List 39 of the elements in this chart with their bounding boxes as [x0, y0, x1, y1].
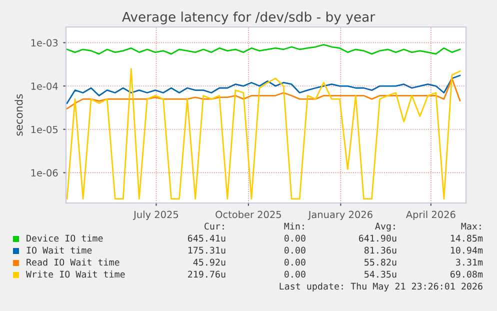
text: 14.85m	[450, 234, 483, 242]
text: 45.92u	[193, 258, 226, 266]
x-tick-label: April 2026	[406, 210, 456, 220]
text: 645.41u	[188, 234, 226, 242]
text: 3.31m	[456, 258, 483, 266]
text: Max:	[461, 222, 481, 230]
legend-label: Read IO Wait time	[26, 258, 120, 266]
line-series	[66, 74, 461, 104]
chart-title: Average latency for /dev/sdb - by year	[122, 12, 376, 24]
text: Last update: Thu May 21 23:26:01 2026	[280, 282, 482, 292]
text: Min:	[284, 222, 304, 230]
text: 0.00	[284, 258, 306, 266]
y-tick-label: 1e-03	[31, 39, 58, 47]
legend-label: IO Wait time	[26, 246, 92, 254]
y-tick-label: 1e-06	[31, 169, 58, 177]
y-axis-title: seconds	[14, 94, 23, 136]
text: 175.31u	[188, 246, 226, 254]
text: 0.00	[284, 270, 306, 278]
text: 0.00	[284, 246, 306, 254]
text: 219.76u	[188, 270, 226, 278]
text: 81.36u	[364, 246, 396, 254]
text: 69.08m	[450, 270, 483, 278]
text: 641.90u	[358, 234, 396, 242]
line-series	[66, 68, 461, 200]
legend-label: Write IO Wait time	[26, 270, 125, 278]
text: 10.94m	[450, 246, 483, 254]
y-tick-label: 1e-04	[31, 82, 58, 90]
x-tick-label: January 2026	[308, 210, 372, 220]
y-tick-label: 1e-05	[31, 126, 58, 134]
text: 0.00	[284, 234, 306, 242]
line-series	[66, 78, 461, 110]
x-tick-label: October 2025	[216, 210, 281, 218]
text: Avg:	[375, 222, 395, 232]
legend-label: Device IO time	[26, 234, 103, 242]
text: Cur:	[204, 222, 224, 230]
text: 54.35u	[364, 270, 396, 278]
line-series	[66, 44, 461, 55]
text: 55.82u	[364, 258, 396, 266]
x-tick-label: July 2025	[133, 210, 178, 220]
